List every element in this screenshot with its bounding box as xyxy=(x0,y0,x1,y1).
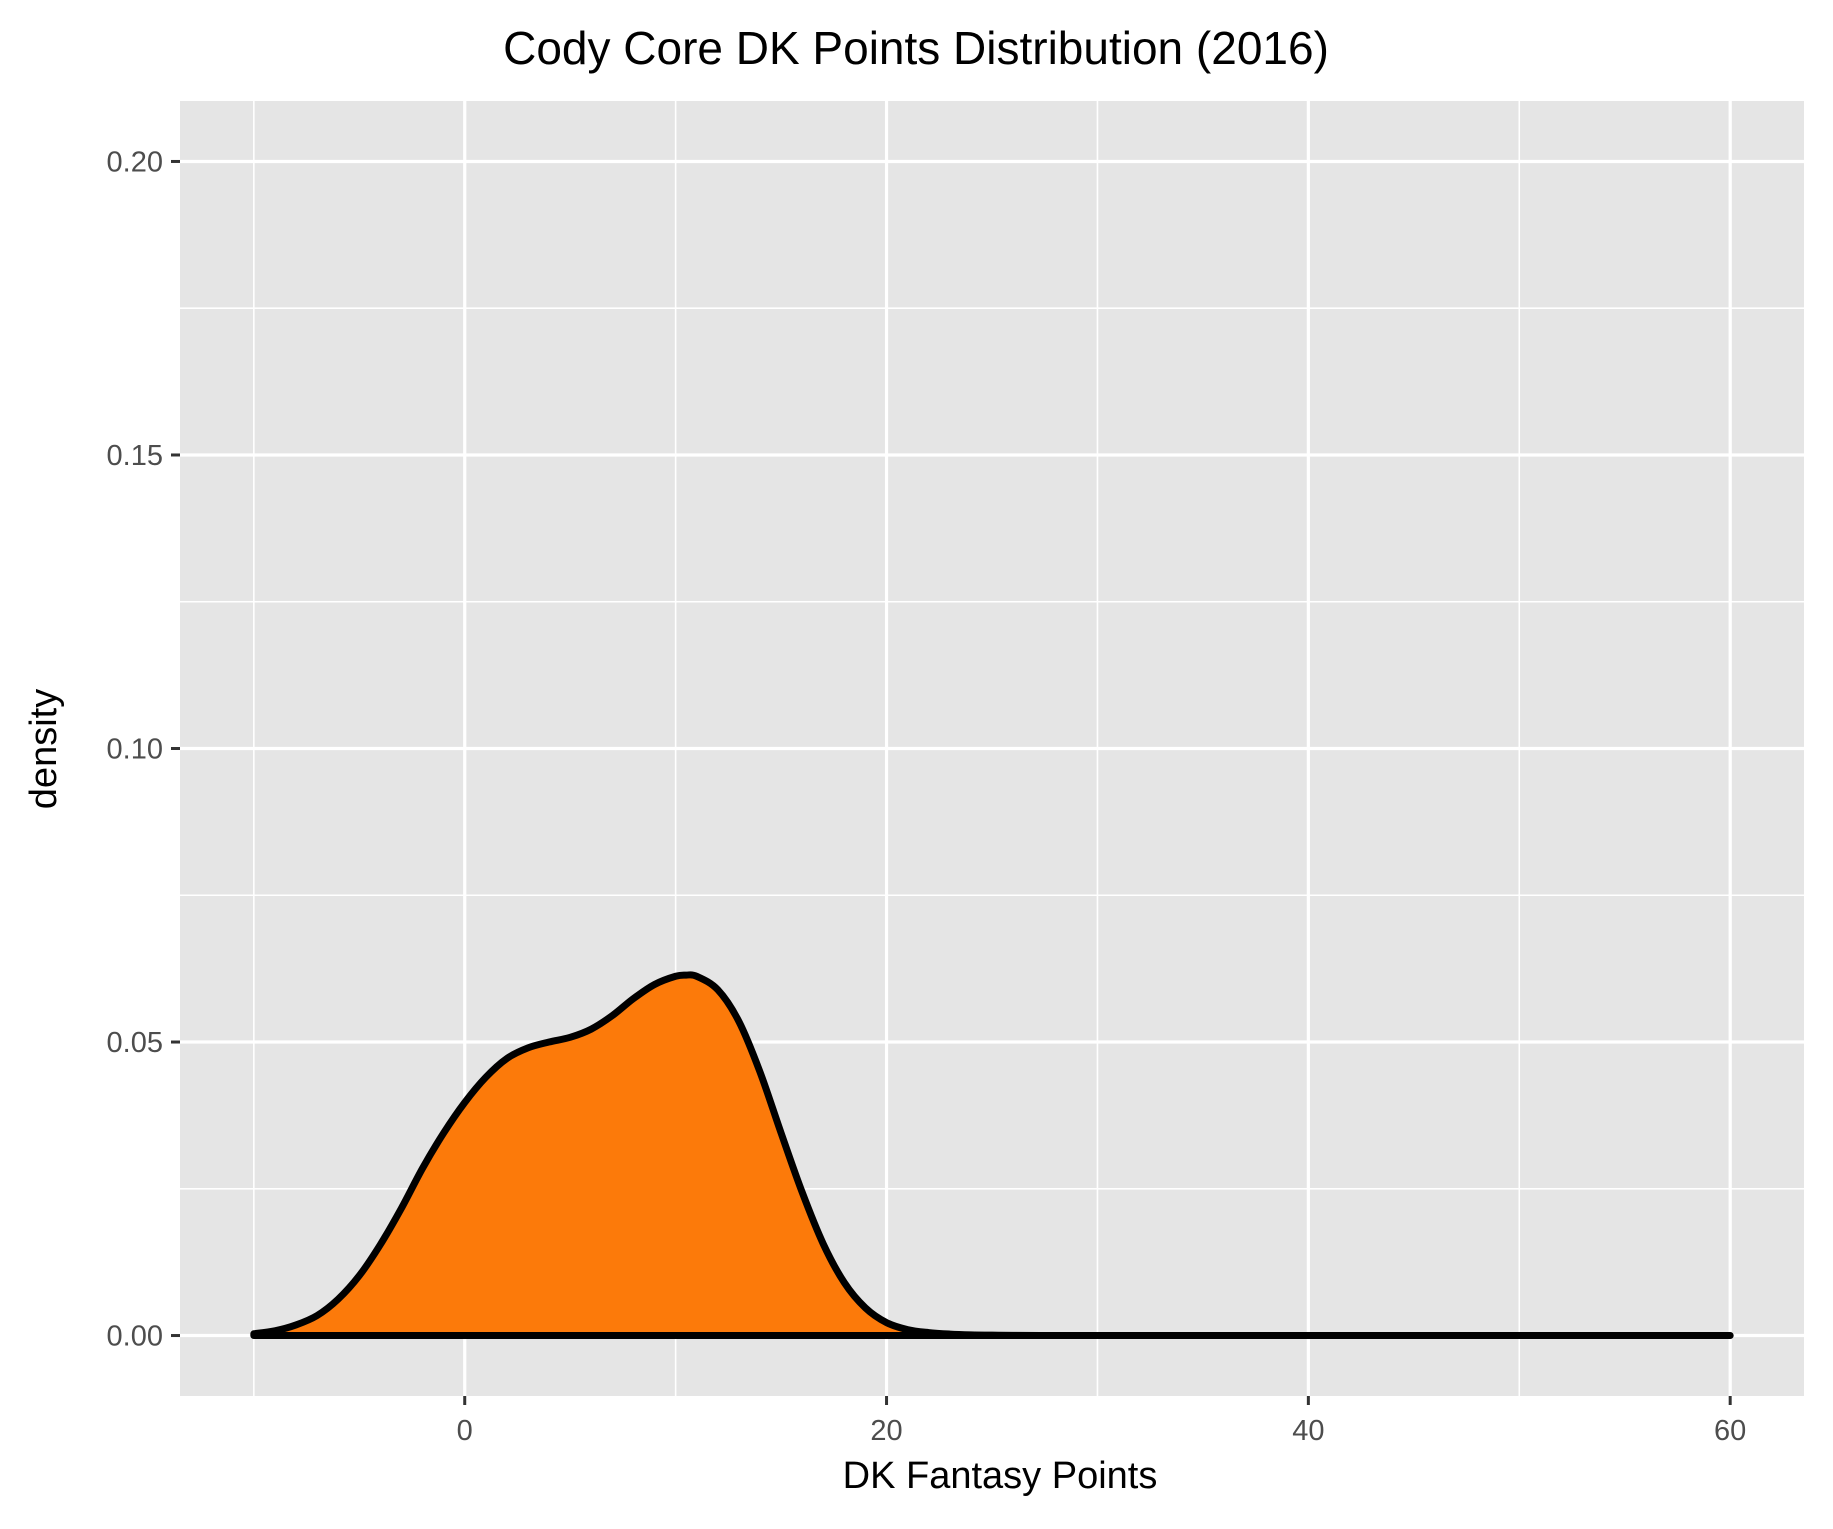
y-axis: 0.00 0.05 0.10 0.15 0.20 xyxy=(107,146,180,1353)
y-tick-label: 0.05 xyxy=(107,1027,163,1059)
density-area xyxy=(253,974,1731,1336)
y-tick-label: 0.15 xyxy=(107,440,163,472)
y-axis-label: density xyxy=(23,689,65,809)
y-tick-label: 0.00 xyxy=(107,1321,163,1353)
major-gridlines xyxy=(180,101,1804,1396)
x-axis: 0 20 40 60 xyxy=(457,1396,1746,1447)
density-line xyxy=(250,971,1734,1340)
y-tick-label: 0.10 xyxy=(107,734,163,766)
chart-title: Cody Core DK Points Distribution (2016) xyxy=(503,22,1329,74)
x-tick-label: 20 xyxy=(870,1415,902,1447)
x-axis-label: DK Fantasy Points xyxy=(843,1455,1158,1497)
x-tick-label: 60 xyxy=(1714,1415,1746,1447)
x-tick-label: 40 xyxy=(1292,1415,1324,1447)
y-tick-label: 0.20 xyxy=(107,146,163,178)
x-tick-label: 0 xyxy=(457,1415,473,1447)
